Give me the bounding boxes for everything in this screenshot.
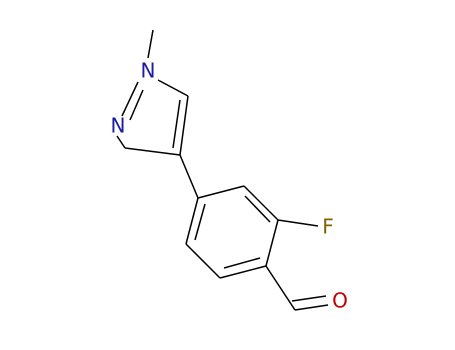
bonds [116, 29, 329, 311]
atom-n1: N [141, 59, 156, 83]
atom-f: F [322, 215, 334, 239]
atom-n2: N [111, 114, 126, 138]
atom-o: O [332, 289, 348, 313]
